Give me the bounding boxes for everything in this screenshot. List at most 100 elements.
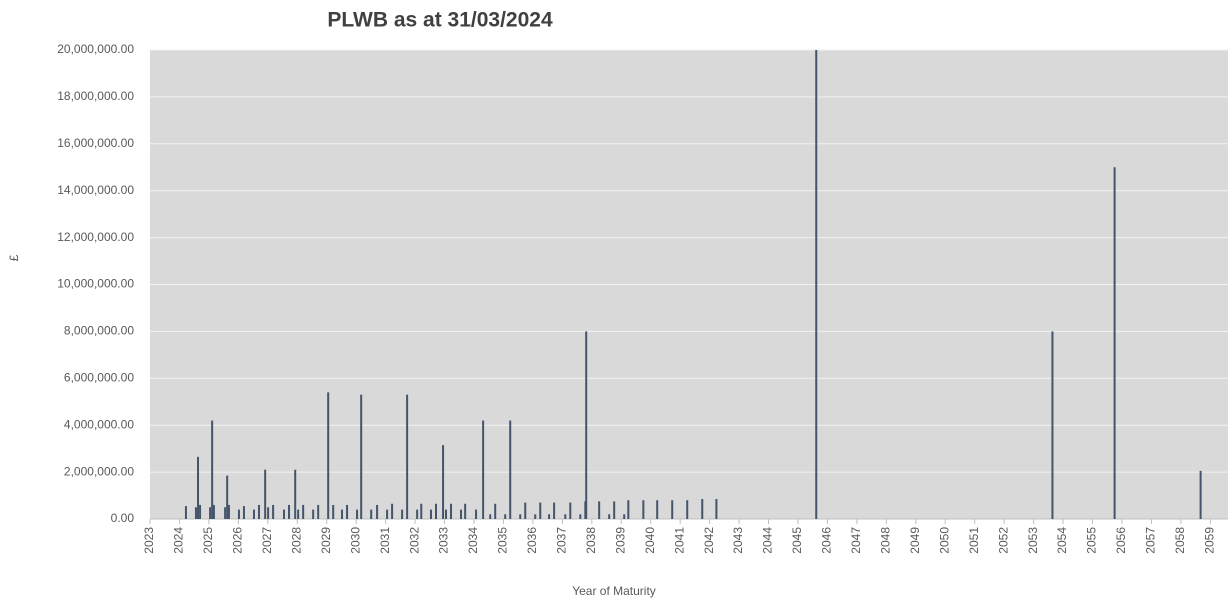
bar [442, 445, 445, 519]
y-tick-label: 18,000,000.00 [57, 89, 134, 103]
bar [341, 509, 344, 519]
bar [346, 504, 349, 519]
bar [237, 509, 240, 519]
bar [211, 420, 214, 519]
x-tick-label: 2025 [201, 527, 215, 554]
bar [194, 507, 197, 519]
bar [226, 475, 229, 519]
bar [815, 50, 818, 519]
bar [548, 514, 551, 519]
x-tick-label: 2029 [319, 527, 333, 554]
y-tick-label: 12,000,000.00 [57, 230, 134, 244]
bar [1113, 167, 1116, 519]
bar [482, 420, 485, 519]
bar [450, 503, 453, 519]
bar [327, 392, 330, 519]
bar [184, 506, 187, 519]
y-tick-label: 16,000,000.00 [57, 136, 134, 150]
bar [391, 503, 394, 519]
y-tick-label: 0.00 [111, 511, 135, 525]
bar [283, 509, 286, 519]
x-tick-label: 2053 [1026, 527, 1040, 554]
x-tick-label: 2049 [908, 527, 922, 554]
x-tick-label: 2043 [731, 527, 745, 554]
bar [1051, 331, 1054, 519]
y-axis-label: £ [7, 254, 21, 261]
bar [257, 504, 260, 519]
x-axis-label: Year of Maturity [572, 584, 656, 598]
x-tick-label: 2035 [496, 527, 510, 554]
bar [401, 509, 404, 519]
x-tick-label: 2058 [1173, 527, 1187, 554]
bar [585, 331, 588, 519]
bar [489, 514, 492, 519]
x-tick-label: 2059 [1202, 527, 1216, 554]
x-tick-label: 2037 [555, 527, 569, 554]
bar [212, 504, 215, 519]
x-tick-label: 2033 [437, 527, 451, 554]
bar [302, 504, 305, 519]
bar [460, 509, 463, 519]
bar [376, 504, 379, 519]
bar [264, 469, 267, 519]
bar [370, 509, 373, 519]
bar [386, 509, 389, 519]
bar [579, 514, 582, 519]
x-tick-label: 2027 [260, 527, 274, 554]
x-tick-label: 2055 [1085, 527, 1099, 554]
bar [504, 514, 507, 519]
bar [209, 507, 212, 519]
y-tick-label: 14,000,000.00 [57, 183, 134, 197]
x-tick-label: 2048 [879, 527, 893, 554]
x-tick-label: 2045 [790, 527, 804, 554]
bar [623, 514, 626, 519]
x-tick-label: 2031 [378, 527, 392, 554]
chart-title: PLWB as at 31/03/2024 [327, 9, 553, 32]
bar [1199, 470, 1202, 519]
bar [445, 509, 448, 519]
bar [613, 501, 616, 519]
y-tick-label: 8,000,000.00 [64, 324, 134, 338]
y-tick-label: 4,000,000.00 [64, 417, 134, 431]
bar [524, 502, 527, 519]
x-tick-label: 2028 [289, 527, 303, 554]
bar [656, 500, 659, 519]
x-tick-label: 2023 [142, 527, 156, 554]
x-tick-label: 2056 [1114, 527, 1128, 554]
x-tick-label: 2042 [702, 527, 716, 554]
x-tick-label: 2044 [761, 527, 775, 554]
bar [317, 504, 320, 519]
bar [519, 514, 522, 519]
bar [288, 504, 291, 519]
bar [553, 502, 556, 519]
x-tick-label: 2040 [643, 527, 657, 554]
bar [627, 500, 630, 519]
bar [429, 509, 432, 519]
bar [199, 504, 202, 519]
bar [608, 514, 611, 519]
x-tick-label: 2046 [820, 527, 834, 554]
bar [332, 504, 335, 519]
x-tick-label: 2041 [672, 527, 686, 554]
y-tick-label: 6,000,000.00 [64, 370, 134, 384]
y-tick-label: 20,000,000.00 [57, 42, 134, 56]
bar [267, 507, 270, 519]
bar [416, 509, 419, 519]
x-tick-label: 2036 [525, 527, 539, 554]
bar [642, 500, 645, 519]
bar [197, 456, 200, 519]
x-tick-label: 2051 [967, 527, 981, 554]
bar [242, 506, 245, 519]
y-tick-label: 2,000,000.00 [64, 464, 134, 478]
x-tick-label: 2052 [996, 527, 1010, 554]
x-tick-label: 2024 [172, 527, 186, 554]
bar [252, 509, 255, 519]
bar [598, 501, 601, 519]
x-tick-label: 2054 [1055, 527, 1069, 554]
bar [224, 507, 227, 519]
bar [539, 502, 542, 519]
bar [686, 500, 689, 519]
bar [475, 509, 478, 519]
x-tick-label: 2030 [348, 527, 362, 554]
